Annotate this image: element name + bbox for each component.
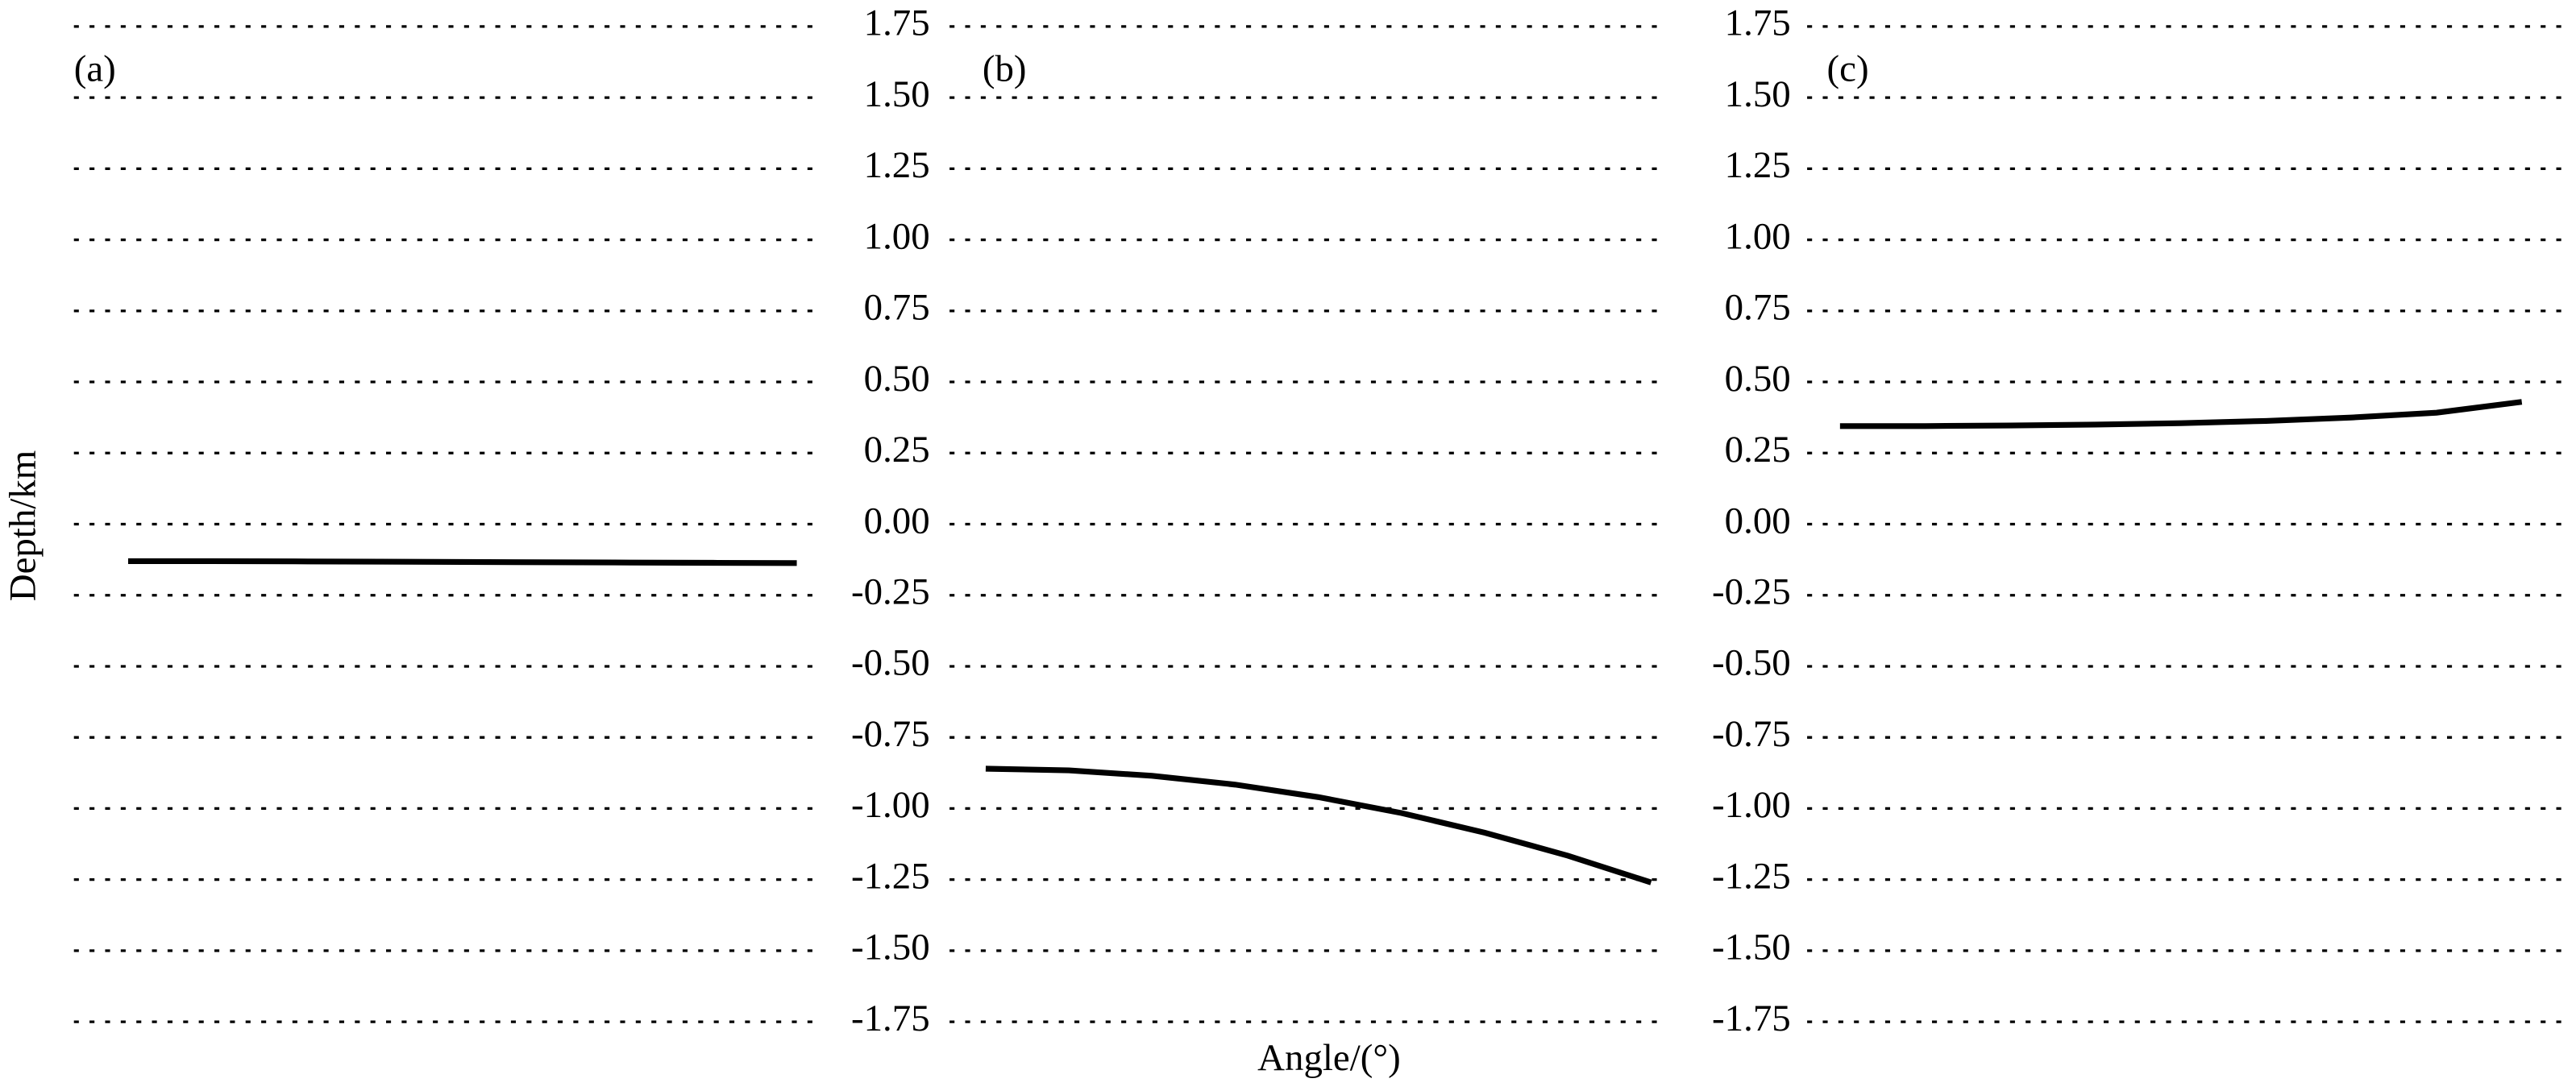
y-tick-label: 1.50 <box>864 73 930 115</box>
y-tick-label: 1.25 <box>864 144 930 186</box>
y-tick-label: 0.50 <box>1725 358 1791 400</box>
y-tick-label: 0.75 <box>1725 287 1791 329</box>
data-line <box>1839 399 2523 429</box>
y-tick-label: -1.75 <box>851 998 930 1039</box>
y-tick-label: -1.50 <box>851 927 930 969</box>
y-tick-label: -1.50 <box>1712 927 1791 969</box>
y-tick-label: -0.75 <box>851 713 930 755</box>
y-tick-label: -1.00 <box>851 784 930 826</box>
y-tick-label: -1.25 <box>1712 855 1791 897</box>
y-tick-label: -1.25 <box>851 855 930 897</box>
y-tick-label: 1.50 <box>1725 73 1791 115</box>
y-tick-label: -0.75 <box>1712 713 1791 755</box>
panel-label: (a) <box>74 48 116 90</box>
y-tick-label: 1.75 <box>1725 2 1791 44</box>
y-tick-label: -0.50 <box>1712 642 1791 684</box>
y-tick-label: 0.50 <box>864 358 930 400</box>
x-axis-label: Angle/(°) <box>1257 1037 1401 1079</box>
data-line <box>127 558 797 566</box>
y-tick-label: 0.75 <box>864 287 930 329</box>
y-tick-label: 0.00 <box>1725 500 1791 541</box>
y-tick-label: -0.25 <box>1712 570 1791 612</box>
y-tick-label: -1.75 <box>1712 998 1791 1039</box>
data-line <box>985 765 1652 886</box>
y-tick-label: 1.00 <box>1725 215 1791 257</box>
y-axis-label: Depth/km <box>2 450 44 601</box>
y-tick-label: 1.00 <box>864 215 930 257</box>
y-tick-label: -1.00 <box>1712 784 1791 826</box>
panel-label: (c) <box>1827 48 1869 90</box>
y-tick-label: -0.50 <box>851 642 930 684</box>
panel-label: (b) <box>983 48 1027 90</box>
y-tick-label: -0.25 <box>851 570 930 612</box>
y-tick-label: 1.25 <box>1725 144 1791 186</box>
y-tick-label: 1.75 <box>864 2 930 44</box>
y-tick-label: 0.25 <box>864 429 930 471</box>
y-tick-label: 0.25 <box>1725 429 1791 471</box>
y-tick-label: 0.00 <box>864 500 930 541</box>
